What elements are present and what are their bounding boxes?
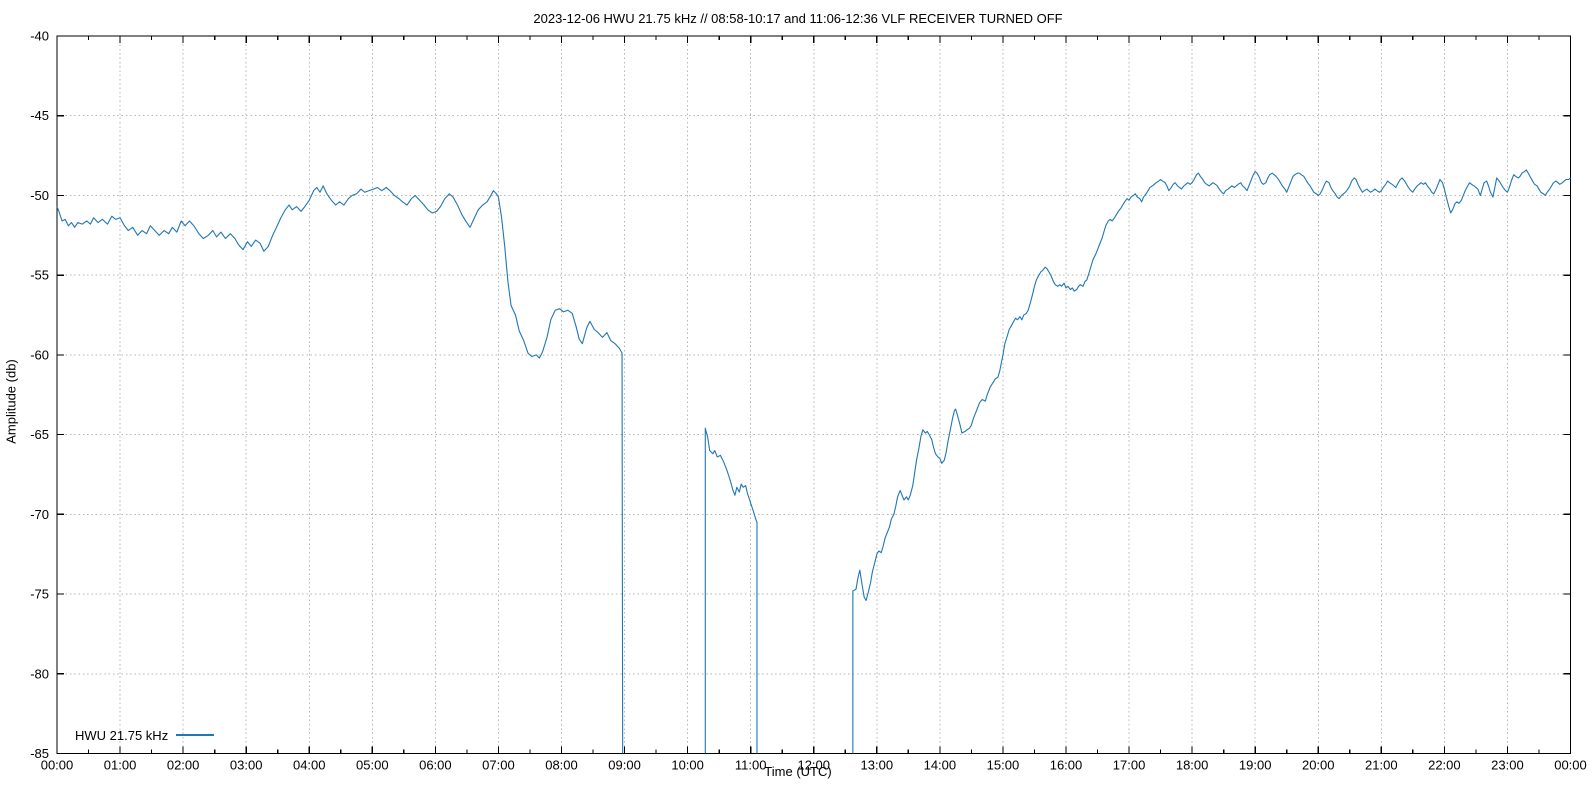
- x-axis-label: Time (UTC): [764, 764, 832, 779]
- chart-title: 2023-12-06 HWU 21.75 kHz // 08:58-10:17 …: [533, 11, 1063, 26]
- x-tick-label: 20:00: [1302, 758, 1335, 773]
- x-tick-label: 08:00: [545, 758, 578, 773]
- x-tick-label: 22:00: [1428, 758, 1461, 773]
- y-tick-label: -70: [30, 507, 49, 522]
- y-tick-label: -80: [30, 666, 49, 681]
- x-tick-label: 05:00: [356, 758, 389, 773]
- x-tick-label: 21:00: [1365, 758, 1398, 773]
- x-tick-label: 07:00: [482, 758, 515, 773]
- x-tick-label: 09:00: [608, 758, 641, 773]
- x-tick-label: 10:00: [671, 758, 704, 773]
- x-tick-label: 19:00: [1239, 758, 1272, 773]
- x-tick-label: 01:00: [104, 758, 137, 773]
- x-tick-label: 17:00: [1113, 758, 1146, 773]
- series-line-hwu: [852, 169, 1571, 754]
- y-tick-label: -75: [30, 587, 49, 602]
- legend: HWU 21.75 kHz: [75, 727, 215, 743]
- x-tick-label: 23:00: [1491, 758, 1524, 773]
- y-tick-label: -45: [30, 108, 49, 123]
- x-tick-label: 04:00: [293, 758, 326, 773]
- grid-lines: [57, 36, 1571, 754]
- x-tick-label: 02:00: [167, 758, 200, 773]
- y-tick-label: -85: [30, 746, 49, 761]
- axis-ticks: [56, 35, 1572, 755]
- x-tick-label: 18:00: [1176, 758, 1209, 773]
- series-line-hwu: [56, 185, 624, 754]
- x-tick-label: 11:00: [735, 758, 767, 773]
- y-tick-label: -65: [30, 427, 49, 442]
- x-tick-label: 14:00: [924, 758, 957, 773]
- legend-entry-label: HWU 21.75 kHz: [75, 727, 169, 743]
- y-axis-label: Amplitude (db): [3, 359, 19, 444]
- x-tick-label: 15:00: [987, 758, 1020, 773]
- y-tick-label: -50: [30, 188, 49, 203]
- x-tick-label: 12:00: [797, 758, 830, 773]
- x-tick-label: 16:00: [1050, 758, 1083, 773]
- tick-labels: 00:00 01:00 02:00 03:00 04:00 05:00 06:00 07:00…: [30, 29, 1587, 773]
- legend-line-sample-icon: [176, 734, 215, 736]
- x-tick-label: 00:00: [41, 758, 74, 773]
- x-tick-label: 06:00: [419, 758, 452, 773]
- x-tick-label: 03:00: [230, 758, 263, 773]
- y-tick-label: -40: [30, 29, 49, 44]
- x-tick-label: 13:00: [861, 758, 894, 773]
- series-line-hwu: [704, 427, 758, 754]
- y-tick-label: -60: [30, 347, 49, 362]
- x-tick-label: 00:00: [1554, 758, 1587, 773]
- y-tick-label: -55: [30, 268, 49, 283]
